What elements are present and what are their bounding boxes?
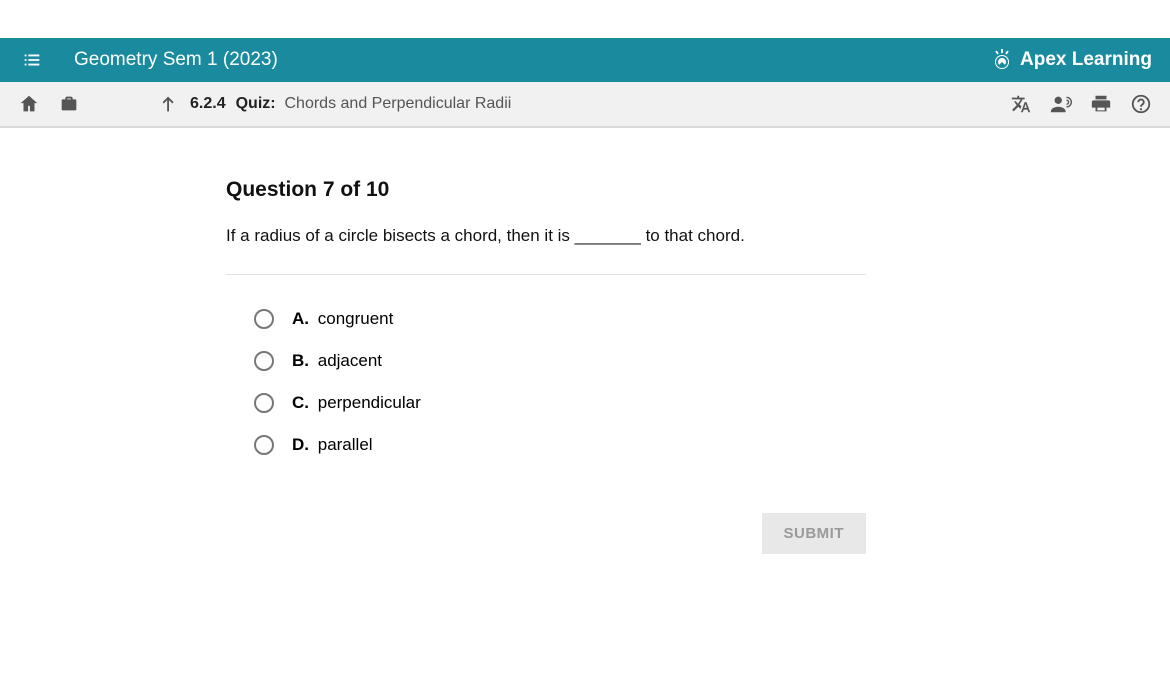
question-heading: Question 7 of 10 — [226, 178, 1170, 202]
option-b[interactable]: B. adjacent — [254, 351, 1170, 371]
option-d[interactable]: D. parallel — [254, 435, 1170, 455]
breadcrumb-number: 6.2.4 — [190, 95, 226, 113]
radio-icon — [254, 351, 274, 371]
option-letter: C. — [292, 393, 309, 412]
option-letter: A. — [292, 309, 309, 328]
breadcrumb: 6.2.4 Quiz: Chords and Perpendicular Rad… — [158, 93, 511, 115]
option-text: congruent — [318, 309, 394, 328]
options-list: A. congruent B. adjacent C. perpendicula… — [226, 309, 1170, 455]
breadcrumb-label: Quiz: — [236, 95, 276, 112]
menu-icon[interactable] — [18, 49, 46, 71]
brand-text: Apex Learning — [1020, 49, 1152, 71]
option-letter: B. — [292, 351, 309, 370]
radio-icon — [254, 435, 274, 455]
breadcrumb-subtitle: Chords and Perpendicular Radii — [280, 95, 511, 112]
question-panel: Question 7 of 10 If a radius of a circle… — [0, 128, 1170, 554]
divider — [226, 274, 866, 275]
translate-icon[interactable] — [1010, 93, 1032, 115]
back-up-icon[interactable] — [158, 93, 180, 115]
submit-button[interactable]: SUBMIT — [762, 513, 867, 554]
option-text: parallel — [318, 435, 373, 454]
course-title: Geometry Sem 1 (2023) — [74, 49, 278, 71]
home-icon[interactable] — [18, 93, 40, 115]
help-icon[interactable] — [1130, 93, 1152, 115]
read-aloud-icon[interactable] — [1050, 93, 1072, 115]
breadcrumb-toolbar: 6.2.4 Quiz: Chords and Perpendicular Rad… — [0, 82, 1170, 128]
option-letter: D. — [292, 435, 309, 454]
brand-logo[interactable]: Apex Learning — [990, 48, 1152, 72]
print-icon[interactable] — [1090, 93, 1112, 115]
option-text: adjacent — [318, 351, 382, 370]
apex-logo-icon — [990, 48, 1014, 72]
course-header-bar: Geometry Sem 1 (2023) Apex Learning — [0, 38, 1170, 82]
option-a[interactable]: A. congruent — [254, 309, 1170, 329]
option-c[interactable]: C. perpendicular — [254, 393, 1170, 413]
radio-icon — [254, 309, 274, 329]
briefcase-icon[interactable] — [58, 93, 80, 115]
question-text: If a radius of a circle bisects a chord,… — [226, 226, 1170, 246]
option-text: perpendicular — [318, 393, 421, 412]
top-whitespace — [0, 0, 1170, 38]
radio-icon — [254, 393, 274, 413]
